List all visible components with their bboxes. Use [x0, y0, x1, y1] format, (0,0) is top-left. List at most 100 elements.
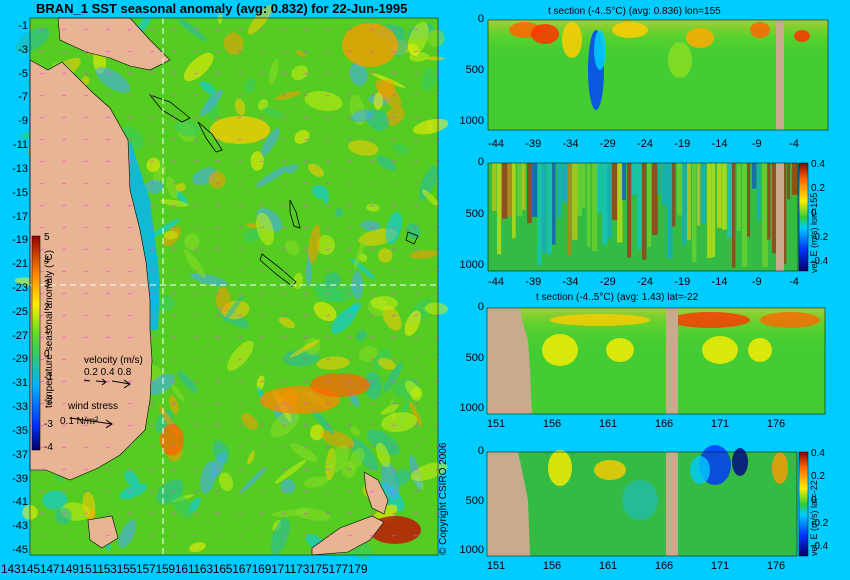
- section-x-tick: 166: [654, 418, 674, 430]
- map-colorbar-tick: 0: [44, 348, 50, 360]
- section-y-tick: 1000: [459, 402, 484, 414]
- map-y-tick: -13: [12, 162, 28, 175]
- map-colorbar-tick: 3: [44, 278, 50, 290]
- t-section-lat-22-plot: [486, 307, 826, 415]
- wind-legend-label: wind stress: [68, 401, 119, 412]
- section-x-tick: 161: [598, 560, 618, 572]
- section2-land: [776, 163, 784, 271]
- velocity-legend-arrows: [83, 378, 131, 389]
- map-y-tick: -31: [12, 377, 28, 390]
- map-colorbar-tick: -4: [44, 442, 53, 453]
- section-x-tick: -24: [637, 276, 653, 288]
- map-y-tick: -7: [18, 91, 28, 104]
- map-y-tick: -17: [12, 210, 28, 223]
- map-y-tick: -3: [18, 43, 28, 56]
- map-y-tick: -1: [18, 20, 28, 32]
- section-x-tick: -34: [562, 138, 579, 150]
- section4-land-west: [487, 452, 530, 556]
- copyright-text: © Copyright CSIRO 2006: [438, 442, 449, 555]
- section3-title: t section (-4..5°C) (avg: 1.43) lat=-22: [536, 292, 699, 303]
- section-x-tick: 166: [654, 560, 674, 572]
- solomon-islands: [148, 94, 191, 123]
- map-y-tick: -25: [12, 305, 28, 318]
- wind-legend-arrow: [69, 417, 113, 429]
- wind-stress-arrows: [39, 28, 441, 537]
- vel-colorbar-tick: 0.2: [811, 471, 825, 483]
- nz-north-island: [363, 471, 389, 515]
- map-colorbar: [31, 235, 41, 451]
- section-y-tick: 500: [465, 494, 484, 507]
- vel-colorbar-tick: 0.2: [811, 183, 825, 195]
- section-x-tick: -4: [789, 138, 799, 150]
- main-title: BRAN_1 SST seasonal anomaly (avg: 0.832)…: [36, 1, 408, 16]
- section-y-tick: 500: [465, 207, 484, 220]
- map-y-tick: -27: [12, 329, 28, 342]
- map-y-tick: -11: [12, 139, 28, 152]
- map-x-ticks: 1431451471491511531551571591611631651671…: [1, 562, 368, 576]
- fiji: [405, 231, 419, 245]
- section-x-tick: -14: [711, 138, 728, 150]
- section-x-tick: 176: [766, 560, 786, 572]
- map-colorbar-tick: 1: [44, 325, 50, 337]
- australia-landmass: [29, 59, 153, 481]
- section1-land: [776, 20, 784, 130]
- map-y-tick: -15: [12, 186, 28, 199]
- map-y-tick: -35: [12, 424, 28, 437]
- sst-map: [14, 4, 449, 559]
- velocity-legend-values: 0.2 0.4 0.8: [84, 367, 132, 378]
- map-y-tick: -29: [12, 353, 28, 366]
- section-y-tick: 0: [477, 156, 484, 168]
- section-y-tick: 500: [465, 351, 484, 364]
- section-y-tick: 0: [477, 13, 484, 25]
- map-y-tick: -5: [18, 67, 28, 80]
- section-x-tick: 156: [542, 418, 562, 430]
- vel-colorbar-tick: -0.4: [811, 541, 829, 552]
- section-x-tick: -19: [674, 138, 691, 150]
- map-colorbar-label: temperature seasonal anomaly (°C): [44, 250, 55, 408]
- section-x-tick: 156: [542, 560, 562, 572]
- velocity-legend-label: velocity (m/s): [84, 355, 143, 366]
- map-colorbar-tick: -2: [44, 395, 53, 407]
- section-x-tick: 171: [710, 418, 730, 430]
- section-x-tick: 151: [486, 418, 506, 430]
- section-x-tick: -44: [488, 276, 504, 288]
- section-y-tick: 0: [477, 301, 484, 313]
- vanuatu: [289, 199, 301, 229]
- vel-colorbar-1-label: vel. E (m/s) lon=155: [809, 192, 819, 273]
- vel-colorbar-2-label: vel. E (m/s) lat=-22: [809, 480, 819, 556]
- map-y-tick: -43: [12, 520, 28, 533]
- map-y-tick: -9: [18, 115, 28, 128]
- vel-colorbar-tick: -0.4: [811, 256, 829, 267]
- section-y-tick: 1000: [459, 259, 484, 271]
- section-x-tick: -9: [751, 276, 762, 288]
- map-y-tick: -21: [12, 258, 28, 271]
- section-x-tick: -44: [488, 138, 504, 150]
- map-colorbar-tick: -1: [44, 372, 53, 383]
- map-y-tick: -41: [12, 496, 28, 509]
- section-y-tick: 1000: [459, 115, 484, 127]
- section-x-tick: -34: [562, 276, 579, 288]
- vel-colorbar-tick: -0.2: [811, 517, 829, 529]
- section-x-tick: -29: [599, 276, 616, 288]
- section-y-tick: 0: [477, 445, 484, 457]
- vel-colorbar-tick: 0: [811, 494, 817, 506]
- map-colorbar-tick: -3: [44, 418, 53, 430]
- map-y-tick: -19: [12, 234, 28, 247]
- nz-south-island: [311, 515, 385, 556]
- section3-land-mid: [666, 308, 678, 414]
- section-x-tick: 176: [766, 418, 786, 430]
- solomon-islands-east: [197, 121, 223, 153]
- section-x-tick: 171: [710, 560, 730, 572]
- wind-legend-value: 0.1 N/m²: [60, 416, 99, 427]
- map-frame: [29, 17, 439, 556]
- map-y-tick: -33: [12, 401, 28, 414]
- section1-title: t section (-4..5°C) (avg: 0.836) lon=155: [548, 6, 721, 17]
- section4-land-mid: [666, 452, 678, 556]
- vel-colorbar-tick: -0.2: [811, 231, 829, 243]
- map-colorbar-tick: 2: [44, 302, 50, 313]
- section-y-tick: 500: [465, 64, 484, 76]
- section3-land-west: [487, 308, 532, 414]
- section-x-tick: -29: [599, 138, 616, 150]
- section-x-tick: -39: [525, 276, 542, 288]
